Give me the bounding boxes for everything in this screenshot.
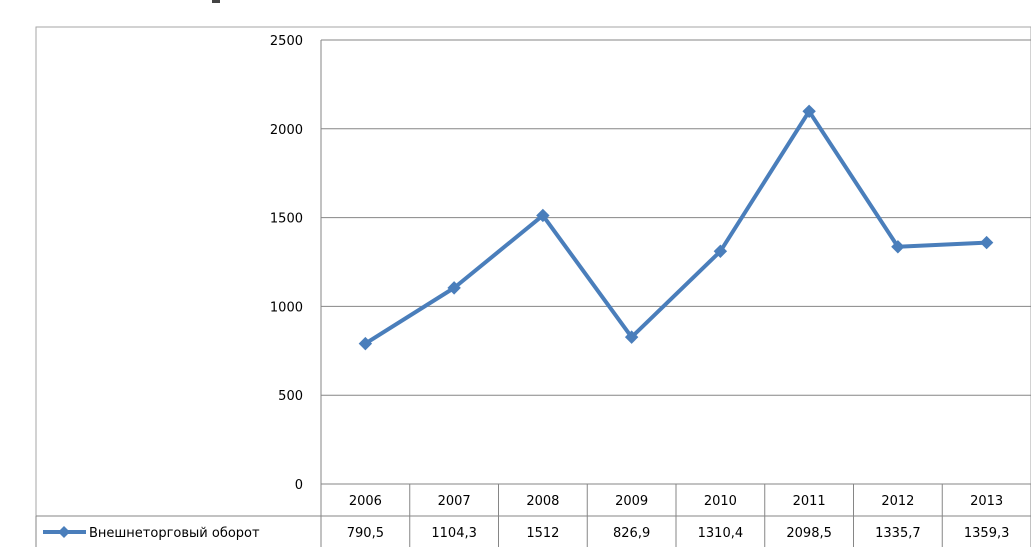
series-layer xyxy=(358,104,994,351)
y-tick-label: 500 xyxy=(278,389,303,404)
data-point-marker xyxy=(891,240,905,254)
table-value-cell: 1335,7 xyxy=(875,526,921,541)
data-point-marker xyxy=(802,104,816,119)
chart-frame xyxy=(35,26,1031,547)
cropped-text-fragment xyxy=(212,0,220,3)
legend: Внешнеторговый оборот xyxy=(43,526,260,541)
table-value-cell: 790,5 xyxy=(347,526,384,541)
y-tick-label: 2500 xyxy=(270,34,303,49)
gridlines xyxy=(321,39,1031,396)
table-value-cell: 1104,3 xyxy=(431,526,477,541)
legend-marker-key xyxy=(58,526,70,538)
table-value-cell: 1310,4 xyxy=(698,526,744,541)
data-point-marker xyxy=(624,330,639,344)
y-tick-label: 0 xyxy=(295,478,303,493)
y-tick-label: 1500 xyxy=(270,212,303,227)
y-axis: 0 500 1000 1500 2000 2500 xyxy=(270,34,322,493)
data-point-marker xyxy=(713,244,728,258)
x-category-label: 2006 xyxy=(349,494,382,509)
y-tick-label: 2000 xyxy=(270,123,303,138)
table-value-cell: 1512 xyxy=(526,526,559,541)
legend-series-name: Внешнеторговый оборот xyxy=(89,526,260,541)
x-category-label: 2007 xyxy=(438,494,471,509)
table-value-cell: 1359,3 xyxy=(964,526,1010,541)
x-category-label: 2010 xyxy=(704,494,737,509)
data-point-marker xyxy=(979,235,994,250)
y-tick-label: 1000 xyxy=(270,300,303,315)
data-table: 2006 2007 2008 2009 2010 2011 2012 2013 790,5 110… xyxy=(35,483,1031,547)
data-point-marker xyxy=(536,208,550,223)
x-category-label: 2012 xyxy=(881,494,914,509)
x-category-label: 2008 xyxy=(526,494,559,509)
x-category-label: 2011 xyxy=(793,494,826,509)
table-value-cell: 826,9 xyxy=(613,526,650,541)
series-line xyxy=(363,109,989,346)
x-category-label: 2009 xyxy=(615,494,648,509)
data-point-marker xyxy=(358,336,373,351)
x-category-label: 2013 xyxy=(970,494,1003,509)
table-value-cell: 2098,5 xyxy=(786,526,832,541)
data-point-marker xyxy=(447,281,461,295)
